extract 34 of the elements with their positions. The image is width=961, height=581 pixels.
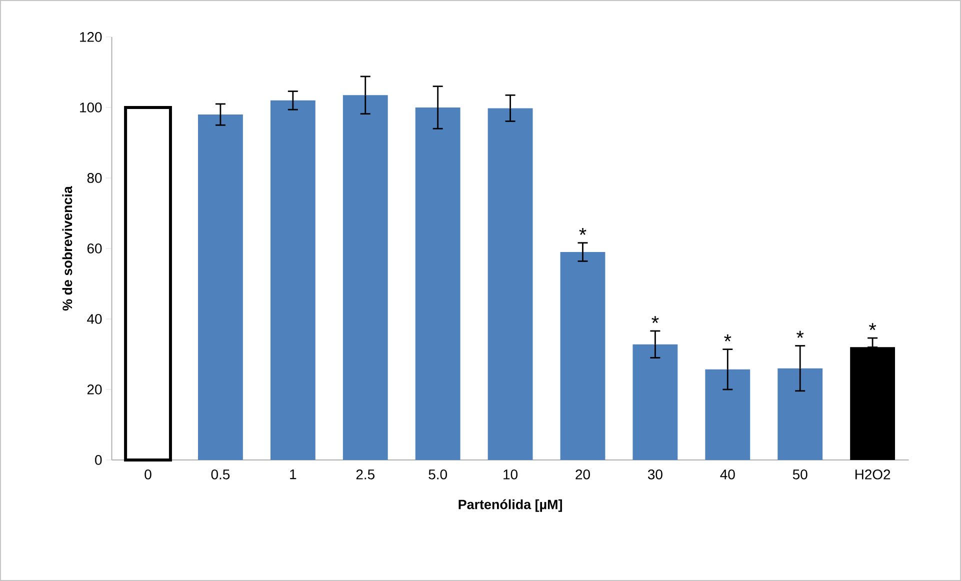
x-tick-label: 40: [720, 469, 735, 480]
bar: [342, 95, 388, 460]
bar: [560, 252, 606, 460]
x-tick-label: 30: [648, 469, 662, 480]
bar: [778, 368, 823, 460]
x-axis-title: Partenólida [µM]: [458, 499, 562, 512]
bar: [270, 100, 316, 460]
x-tick-label: 1: [290, 470, 296, 480]
annotation: *: [579, 228, 586, 235]
x-tick-label: H2O2: [855, 469, 890, 480]
y-tick-label: 120: [80, 32, 102, 42]
y-axis-title: % de sobrevivencia: [62, 186, 72, 311]
annotation: *: [796, 330, 804, 338]
y-tick-label: 20: [87, 384, 102, 394]
y-tick-label: 60: [87, 244, 102, 254]
y-tick-label: 40: [87, 314, 102, 324]
y-tick-label: 80: [87, 173, 102, 183]
x-tick-label: 50: [792, 469, 808, 480]
bar: [198, 114, 243, 460]
annotation: *: [652, 316, 659, 324]
annotation: *: [869, 323, 876, 330]
x-tick-label: 0.5: [211, 469, 230, 480]
annotation: *: [724, 334, 732, 342]
y-tick-label: 0: [95, 455, 102, 465]
bar: [705, 369, 750, 460]
x-tick-label: 10: [504, 469, 518, 480]
x-tick-label: 0: [144, 469, 152, 480]
bar: [415, 107, 460, 460]
x-tick-label: 2.5: [356, 469, 374, 480]
x-tick-label: 20: [576, 469, 590, 480]
bar: [488, 108, 533, 460]
x-tick-label: 5.0: [428, 469, 447, 480]
bar: [632, 344, 678, 460]
y-tick-label: 100: [80, 102, 102, 112]
